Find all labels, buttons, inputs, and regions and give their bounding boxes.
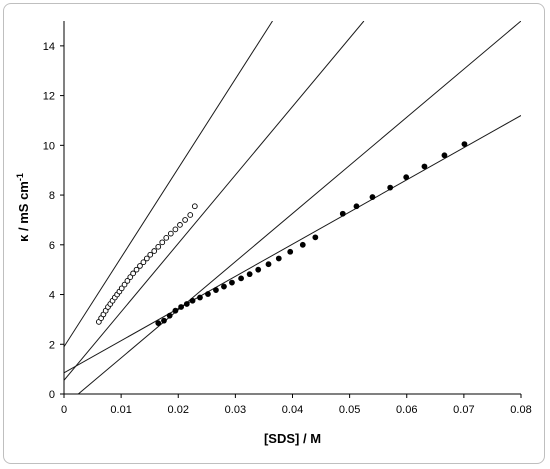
- x-tick-label: 0.07: [453, 404, 474, 416]
- x-axis-title: [SDS] / M: [264, 431, 321, 446]
- filled-data-point: [178, 304, 185, 310]
- open-data-point: [155, 243, 162, 250]
- filled-data-point: [421, 163, 428, 170]
- open-data-point: [182, 217, 188, 223]
- filled-data-point: [369, 194, 376, 200]
- open-data-point: [172, 226, 179, 233]
- filled-data-point: [229, 279, 235, 286]
- filled-data-point: [155, 320, 162, 327]
- filled-data-point: [205, 291, 211, 297]
- open-data-point: [191, 203, 198, 210]
- filled-data-point: [353, 203, 360, 210]
- open-data-point: [147, 251, 154, 258]
- filled-data-point: [197, 294, 203, 301]
- y-tick-label: 14: [43, 41, 55, 53]
- filled-data-point: [339, 210, 346, 217]
- y-axis-title: κ / mS cm-1: [15, 173, 31, 242]
- filled-data-point: [287, 248, 294, 255]
- open-data-point: [187, 212, 194, 218]
- filled-data-point: [387, 184, 394, 191]
- y-tick-label: 10: [43, 140, 55, 152]
- open-data-point: [121, 281, 128, 288]
- fit-line-3: [77, 21, 521, 394]
- open-data-point: [118, 285, 125, 292]
- open-data-point: [163, 234, 170, 241]
- filled-data-point: [166, 312, 173, 319]
- filled-data-point: [183, 301, 190, 307]
- filled-data-point: [312, 234, 319, 241]
- y-tick-label: 12: [43, 91, 55, 103]
- y-tick-label: 8: [49, 190, 55, 202]
- filled-data-point: [172, 307, 179, 314]
- x-tick-label: 0.01: [110, 404, 131, 416]
- x-tick-label: 0.03: [225, 404, 246, 416]
- fit-line-1: [64, 21, 273, 348]
- open-data-point: [130, 270, 136, 277]
- y-axis-title-main: κ / mS cm: [16, 181, 31, 242]
- filled-data-point: [213, 287, 219, 293]
- open-data-point: [167, 230, 174, 237]
- fit-line-4: [64, 115, 521, 374]
- filled-data-point: [403, 174, 410, 181]
- x-tick-label: 0: [61, 404, 67, 416]
- filled-data-point: [238, 275, 244, 282]
- open-data-point: [143, 255, 150, 262]
- x-tick-label: 0.05: [339, 404, 360, 416]
- open-data-point: [140, 259, 147, 266]
- y-tick-label: 6: [49, 240, 55, 252]
- fit-line-2: [64, 21, 365, 381]
- filled-data-point: [265, 261, 272, 268]
- filled-data-point: [299, 241, 306, 248]
- filled-data-point: [255, 266, 262, 273]
- filled-data-point: [221, 283, 227, 290]
- y-axis-title-superscript: -1: [15, 173, 25, 181]
- filled-data-point: [246, 271, 253, 278]
- y-tick-label: 0: [49, 389, 55, 401]
- open-data-point: [124, 278, 131, 284]
- x-tick-label: 0.08: [510, 404, 531, 416]
- x-tick-label: 0.02: [168, 404, 189, 416]
- y-tick-label: 4: [49, 290, 55, 302]
- x-tick-label: 0.06: [396, 404, 417, 416]
- filled-data-point: [275, 255, 282, 262]
- open-data-point: [151, 248, 158, 254]
- open-data-point: [127, 274, 134, 280]
- y-tick-label: 2: [49, 339, 55, 351]
- filled-data-point: [161, 317, 167, 324]
- filled-data-point: [189, 297, 196, 304]
- filled-data-point: [441, 152, 448, 159]
- open-data-point: [159, 239, 166, 246]
- chart-frame: [3, 3, 545, 464]
- x-tick-label: 0.04: [282, 404, 303, 416]
- open-data-point: [137, 263, 143, 269]
- filled-data-point: [461, 141, 468, 147]
- open-data-point: [177, 222, 183, 228]
- open-data-point: [133, 266, 140, 273]
